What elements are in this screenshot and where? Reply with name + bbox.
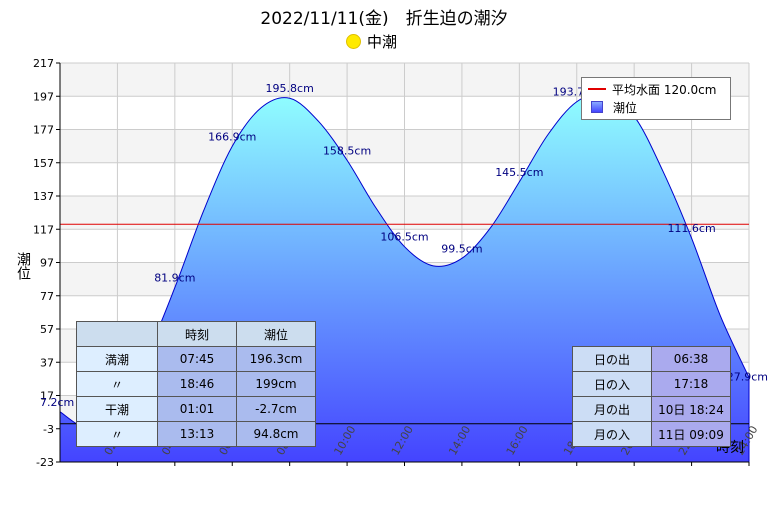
sun-moon-kind: 月の入 (572, 421, 652, 447)
table-row: 〃 18:46 199cm (76, 371, 316, 397)
table-row: 日の入 17:18 (572, 371, 731, 397)
sun-moon-table: 日の出 06:38 日の入 17:18 月の出 10日 18:24 月の入 11… (572, 346, 731, 447)
tide-level: 199cm (236, 371, 316, 397)
point-label: 7.2cm (40, 396, 74, 409)
table-row: 日の出 06:38 (572, 346, 731, 372)
moon-icon (346, 34, 361, 49)
y-axis-label: 潮位 (15, 252, 31, 280)
point-label: 99.5cm (441, 242, 482, 255)
tide-level: -2.7cm (236, 396, 316, 422)
y-tick-label: -3 (43, 423, 54, 436)
y-tick-label: 197 (33, 90, 54, 103)
legend-tide-label: 潮位 (613, 100, 638, 115)
tide-header-level: 潮位 (236, 321, 316, 347)
tide-time: 18:46 (157, 371, 237, 397)
sun-moon-time: 11日 09:09 (651, 421, 731, 447)
y-tick-label: 117 (33, 223, 54, 236)
table-row: 干潮 01:01 -2.7cm (76, 396, 316, 422)
point-label: 106.5cm (380, 231, 428, 244)
sun-moon-kind: 月の出 (572, 396, 652, 422)
tide-level: 94.8cm (236, 421, 316, 447)
tide-header-blank (76, 321, 158, 347)
y-tick-label: 97 (40, 257, 54, 270)
sun-moon-kind: 日の入 (572, 371, 652, 397)
point-label: 158.5cm (323, 144, 371, 157)
point-label: 111.6cm (667, 222, 715, 235)
y-tick-label: 77 (40, 290, 54, 303)
tide-kind: 〃 (76, 421, 158, 447)
legend-tide: 潮位 (582, 98, 730, 116)
tide-kind: 干潮 (76, 396, 158, 422)
table-row: 月の入 11日 09:09 (572, 421, 731, 447)
point-label: 145.5cm (495, 166, 543, 179)
point-label: 81.9cm (154, 272, 195, 285)
chart-title: 2022/11/11(金) 折生迫の潮汐 (260, 9, 508, 29)
legend-mean: 平均水面 120.0cm (582, 80, 730, 98)
table-row: 月の出 10日 18:24 (572, 396, 731, 422)
sun-moon-time: 17:18 (651, 371, 731, 397)
tide-level: 196.3cm (236, 346, 316, 372)
tide-kind: 満潮 (76, 346, 158, 372)
y-tick-label: 217 (33, 57, 54, 70)
table-row: 満潮 07:45 196.3cm (76, 346, 316, 372)
tide-table: 時刻 潮位 満潮 07:45 196.3cm 〃 18:46 199cm 干潮 … (76, 321, 316, 447)
tide-type: 中潮 (346, 31, 397, 52)
y-tick-label: 57 (40, 323, 54, 336)
point-label: 27.9cm (727, 370, 768, 383)
legend-mean-label: 平均水面 120.0cm (612, 82, 717, 97)
tide-table-header: 時刻 潮位 (76, 321, 316, 347)
sun-moon-time: 10日 18:24 (651, 396, 731, 422)
y-tick-label: 37 (40, 356, 54, 369)
tide-swatch (591, 101, 603, 113)
mean-line-swatch (588, 88, 606, 90)
tide-kind: 〃 (76, 371, 158, 397)
tide-header-time: 時刻 (157, 321, 237, 347)
y-tick-label: -23 (36, 456, 54, 469)
y-tick-label: 17 (40, 390, 54, 403)
tide-time: 13:13 (157, 421, 237, 447)
table-row: 〃 13:13 94.8cm (76, 421, 316, 447)
y-tick-label: 137 (33, 190, 54, 203)
sun-moon-kind: 日の出 (572, 346, 652, 372)
legend: 平均水面 120.0cm 潮位 (581, 77, 731, 120)
sun-moon-time: 06:38 (651, 346, 731, 372)
point-label: 166.9cm (208, 130, 256, 143)
point-label: 195.8cm (266, 82, 314, 95)
y-tick-label: 177 (33, 124, 54, 137)
tide-time: 07:45 (157, 346, 237, 372)
tide-time: 01:01 (157, 396, 237, 422)
y-tick-label: 157 (33, 157, 54, 170)
tide-type-label: 中潮 (367, 33, 398, 51)
